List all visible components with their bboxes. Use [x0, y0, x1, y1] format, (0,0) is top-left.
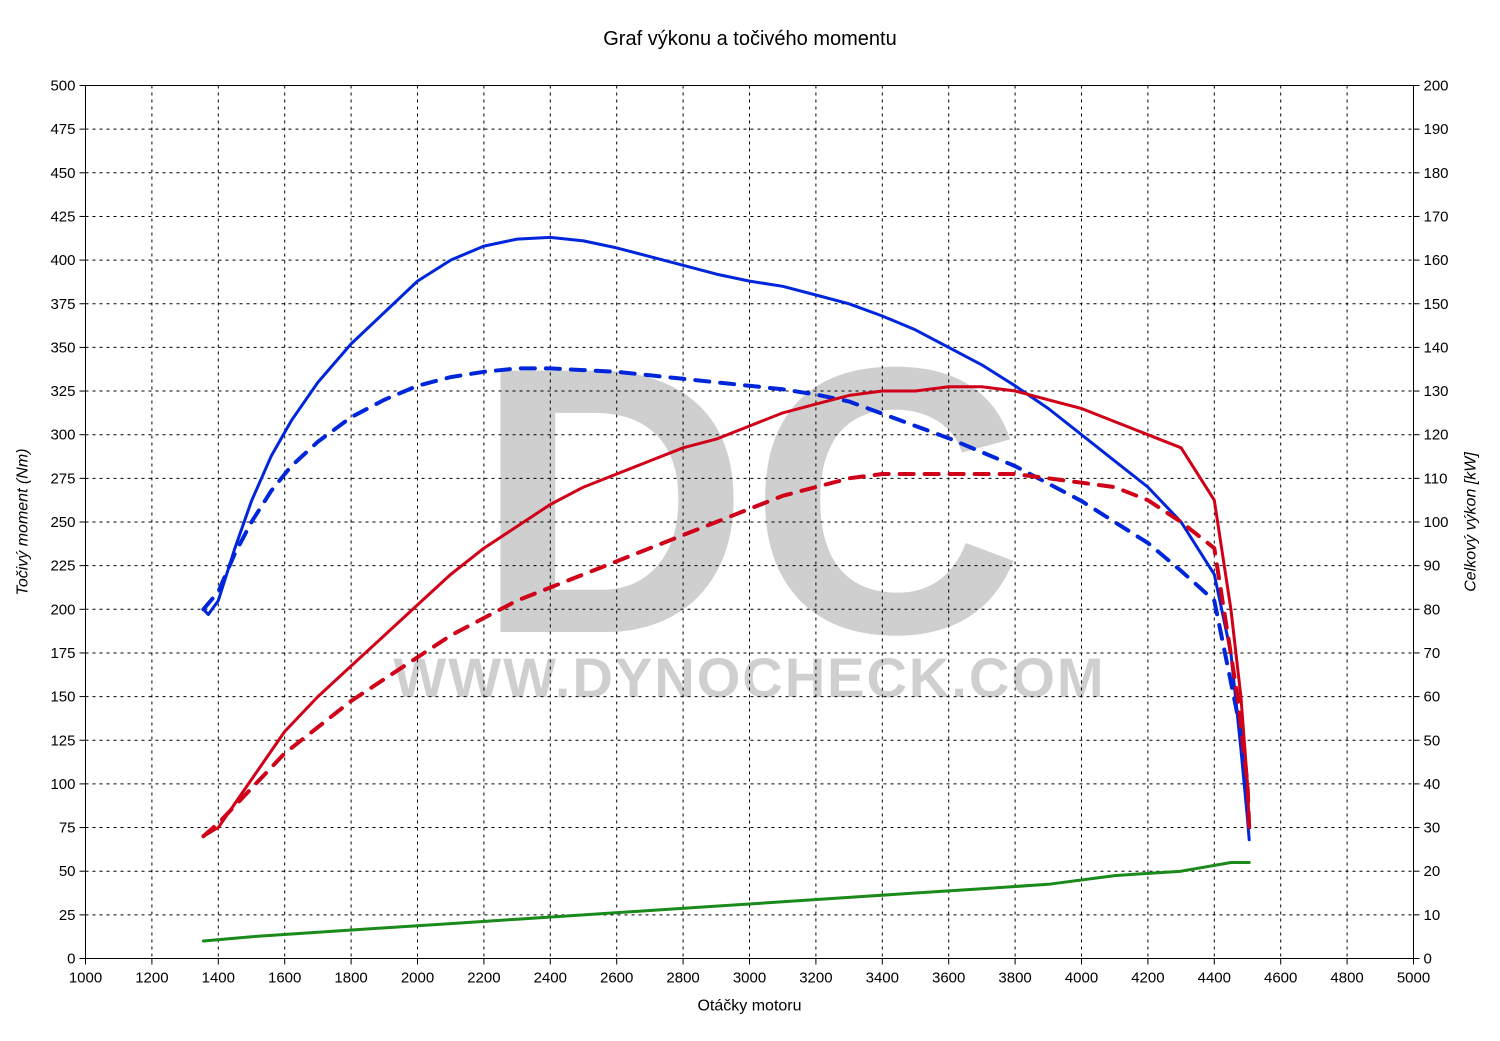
x-tick-label: 1600: [268, 970, 301, 987]
y-right-tick-label: 200: [1424, 78, 1449, 95]
y-left-tick-label: 325: [50, 383, 75, 400]
x-tick-label: 3000: [733, 970, 766, 987]
y-left-tick-label: 300: [50, 427, 75, 444]
y-right-tick-label: 130: [1424, 383, 1449, 400]
y-left-tick-label: 350: [50, 339, 75, 356]
y-left-tick-label: 225: [50, 558, 75, 575]
y-left-tick-label: 25: [59, 907, 76, 924]
y-left-tick-label: 450: [50, 165, 75, 182]
y-right-tick-label: 100: [1424, 514, 1449, 531]
chart-title: Graf výkonu a točivého momentu: [603, 28, 896, 50]
x-tick-label: 2000: [401, 970, 434, 987]
x-tick-label: 4200: [1131, 970, 1164, 987]
y-left-tick-label: 425: [50, 208, 75, 225]
y-right-tick-label: 120: [1424, 427, 1449, 444]
y-left-tick-label: 150: [50, 689, 75, 706]
x-tick-label: 5000: [1397, 970, 1430, 987]
y-right-tick-label: 40: [1424, 776, 1441, 793]
y-left-tick-label: 250: [50, 514, 75, 531]
y-left-tick-label: 200: [50, 601, 75, 618]
y-right-tick-label: 90: [1424, 558, 1441, 575]
x-tick-label: 1200: [135, 970, 168, 987]
y-left-tick-label: 175: [50, 645, 75, 662]
y-left-tick-label: 0: [67, 951, 75, 968]
y-right-tick-label: 80: [1424, 601, 1441, 618]
dyno-chart: Graf výkonu a točivého momentuDCWWW.DYNO…: [0, 0, 1500, 1041]
x-tick-label: 2600: [600, 970, 633, 987]
x-tick-label: 3400: [866, 970, 899, 987]
x-tick-label: 2200: [467, 970, 500, 987]
y-right-tick-label: 30: [1424, 820, 1441, 837]
y-right-tick-label: 0: [1424, 951, 1432, 968]
y-left-tick-label: 50: [59, 863, 76, 880]
y-left-tick-label: 375: [50, 296, 75, 313]
y-right-tick-label: 180: [1424, 165, 1449, 182]
y-right-tick-label: 140: [1424, 339, 1449, 356]
y-left-tick-label: 500: [50, 78, 75, 95]
x-tick-label: 4800: [1330, 970, 1363, 987]
y-right-tick-label: 160: [1424, 252, 1449, 269]
x-tick-label: 1000: [69, 970, 102, 987]
y-right-tick-label: 60: [1424, 689, 1441, 706]
chart-svg: Graf výkonu a točivého momentuDCWWW.DYNO…: [0, 0, 1500, 1041]
x-tick-label: 3800: [998, 970, 1031, 987]
y-right-tick-label: 50: [1424, 732, 1441, 749]
y-left-axis-label: Točivý moment (Nm): [15, 449, 32, 596]
x-tick-label: 2800: [666, 970, 699, 987]
y-left-tick-label: 275: [50, 470, 75, 487]
x-axis-label: Otáčky motoru: [697, 998, 801, 1015]
y-right-tick-label: 150: [1424, 296, 1449, 313]
x-tick-label: 1400: [202, 970, 235, 987]
x-tick-label: 4400: [1198, 970, 1231, 987]
y-right-tick-label: 70: [1424, 645, 1441, 662]
y-left-tick-label: 75: [59, 820, 76, 837]
x-tick-label: 3600: [932, 970, 965, 987]
y-left-tick-label: 125: [50, 732, 75, 749]
y-right-tick-label: 110: [1424, 470, 1448, 487]
y-left-tick-label: 475: [50, 121, 75, 138]
y-right-tick-label: 20: [1424, 863, 1441, 880]
x-tick-label: 3200: [799, 970, 832, 987]
y-left-tick-label: 100: [50, 776, 75, 793]
y-right-tick-label: 170: [1424, 208, 1449, 225]
y-right-axis-label: Celkový výkon [kW]: [1463, 452, 1480, 592]
y-left-tick-label: 400: [50, 252, 75, 269]
x-tick-label: 4600: [1264, 970, 1297, 987]
y-right-tick-label: 10: [1424, 907, 1441, 924]
x-tick-label: 4000: [1065, 970, 1098, 987]
x-tick-label: 1800: [334, 970, 367, 987]
y-right-tick-label: 190: [1424, 121, 1449, 138]
x-tick-label: 2400: [534, 970, 567, 987]
